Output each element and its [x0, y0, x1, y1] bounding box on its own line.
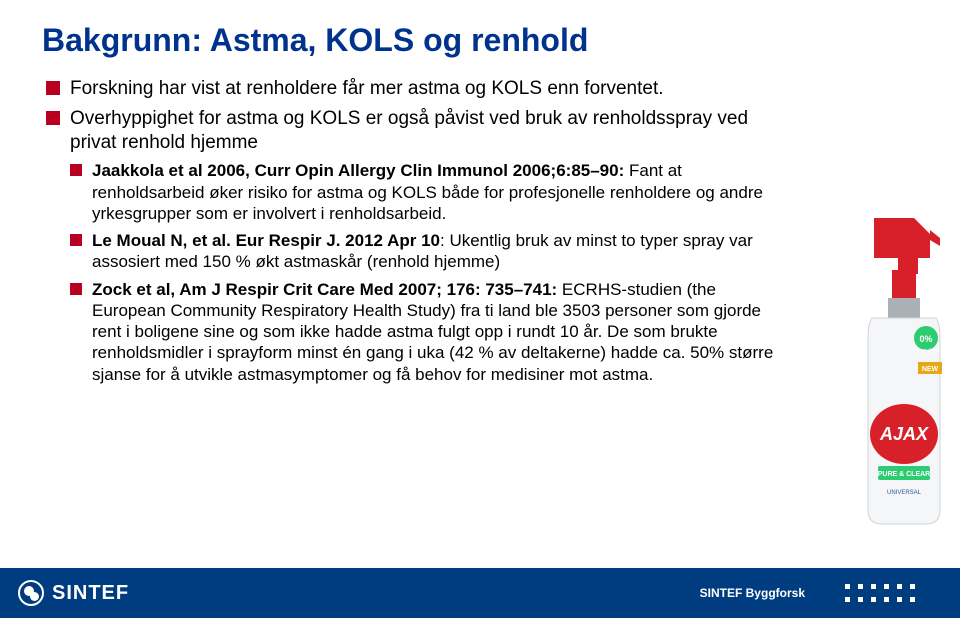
bullet-level2: Le Moual N, et al. Eur Respir J. 2012 Ap…: [70, 230, 788, 273]
svg-text:UNIVERSAL: UNIVERSAL: [887, 490, 922, 496]
svg-text:NEW: NEW: [922, 366, 939, 373]
citation-bold: Zock et al, Am J Respir Crit Care Med 20…: [92, 280, 557, 299]
slide-title: Bakgrunn: Astma, KOLS og renhold: [42, 22, 918, 59]
footer-dots-icon: [845, 584, 916, 603]
citation-bold: Le Moual N, et al. Eur Respir J. 2012 Ap…: [92, 231, 440, 250]
product-variant-text: PURE & CLEAR: [878, 471, 931, 478]
bullet-level1: Forskning har vist at renholdere får mer…: [46, 77, 788, 101]
content-area: Forskning har vist at renholdere får mer…: [42, 77, 918, 385]
footer-byggforsk-text: SINTEF Byggforsk: [700, 586, 805, 600]
bullet-level1: Overhyppighet for astma og KOLS er også …: [46, 107, 788, 385]
bullet-level2: Zock et al, Am J Respir Crit Care Med 20…: [70, 279, 788, 385]
sintef-icon: [18, 580, 44, 606]
product-spray-bottle: 0% Perfume Colour NEW AJAX PURE & CLEAR …: [834, 210, 946, 530]
sintef-logo-text: SINTEF: [52, 582, 129, 605]
bullet-level2: Jaakkola et al 2006, Curr Opin Allergy C…: [70, 160, 788, 224]
svg-text:Perfume Colour: Perfume Colour: [912, 347, 941, 352]
citation-bold: Jaakkola et al 2006, Curr Opin Allergy C…: [92, 161, 624, 180]
product-brand-text: AJAX: [879, 424, 929, 444]
bullet-text: Forskning har vist at renholdere får mer…: [70, 78, 664, 99]
bullet-text: Overhyppighet for astma og KOLS er også …: [70, 108, 748, 153]
slide-footer: SINTEF SINTEF Byggforsk: [0, 568, 960, 618]
footer-logo: SINTEF: [18, 580, 129, 606]
product-badge-text: 0%: [919, 334, 932, 344]
